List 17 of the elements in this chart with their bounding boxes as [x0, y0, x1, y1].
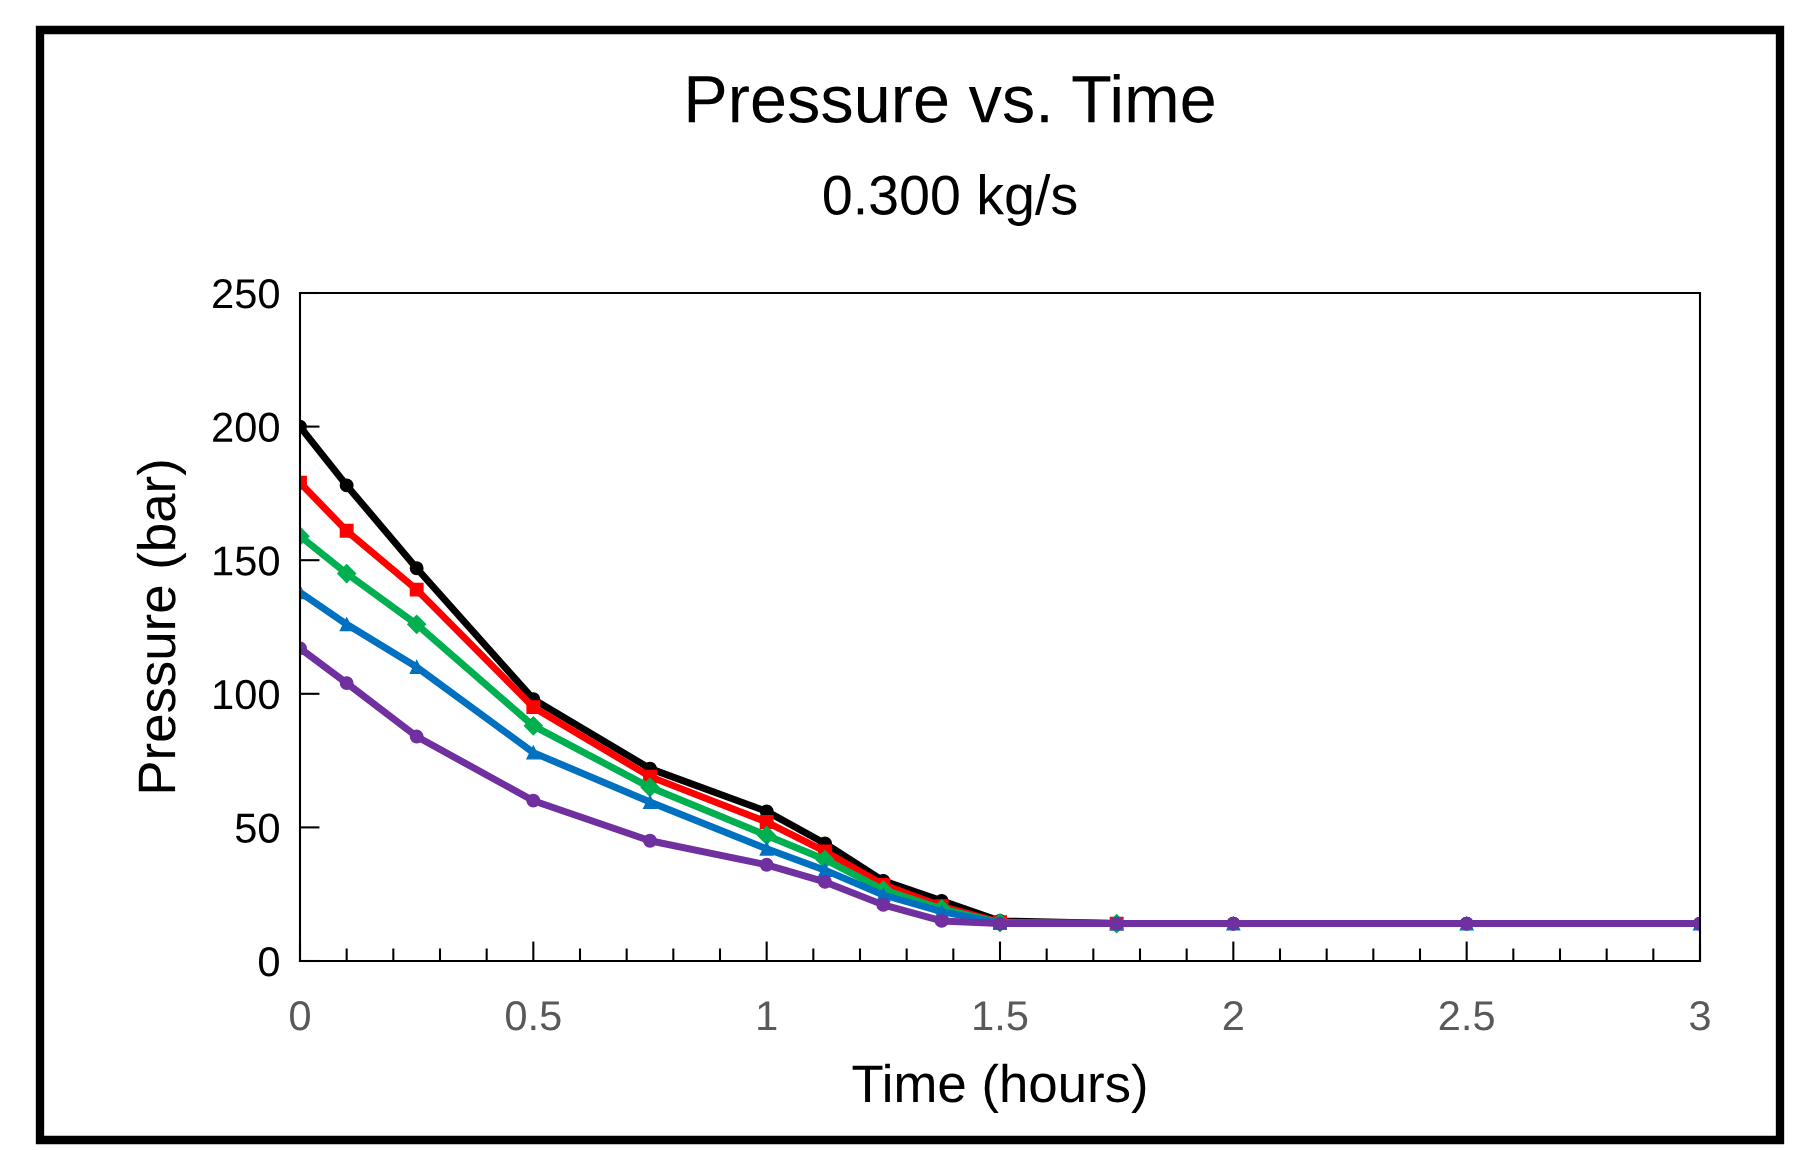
y-tick-label: 50 [235, 813, 279, 843]
x-tick-label: 1 [758, 1001, 777, 1031]
y-tick-label: 100 [214, 679, 279, 710]
y-tick-label: 0 [259, 947, 279, 977]
chart-subtitle: 0.300 kg/s [824, 174, 1077, 226]
x-tick-label: 0.5 [506, 1000, 561, 1031]
y-tick-label: 150 [214, 546, 279, 576]
x-axis-title: Time (hours) [852, 1063, 1146, 1113]
x-tick-label: 3 [1690, 1000, 1710, 1031]
chart-title: Pressure vs. Time [688, 73, 1214, 123]
x-tick-label: 2.5 [1439, 1000, 1494, 1031]
y-tick-label: 200 [213, 412, 279, 443]
y-tick-label: 250 [213, 279, 279, 309]
y-axis-title: Pressure (bar) [136, 461, 187, 792]
x-tick-label: 1.5 [974, 1001, 1028, 1031]
x-tick-label: 2 [1223, 1000, 1243, 1031]
x-tick-label: 0 [290, 1000, 310, 1031]
